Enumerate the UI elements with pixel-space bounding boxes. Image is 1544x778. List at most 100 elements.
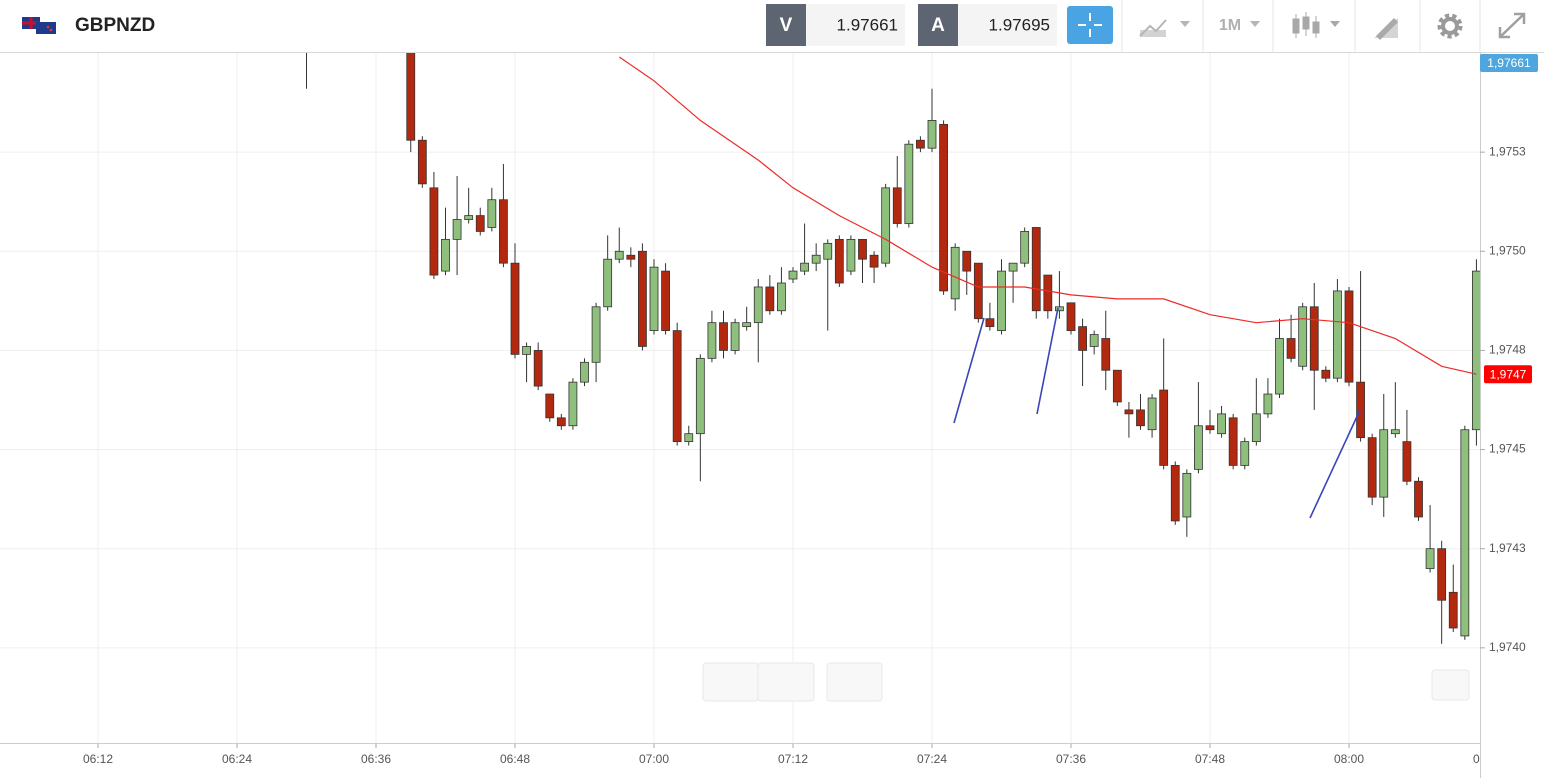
price-axis-panel <box>1480 53 1544 778</box>
candle-body <box>1089 334 1099 347</box>
x-tick-label: 06:24 <box>222 752 252 766</box>
candle-body <box>406 53 416 141</box>
price-tag-label: 1,97661 <box>1487 56 1531 70</box>
trend-line <box>1036 307 1059 415</box>
candle-body <box>591 306 601 363</box>
candle-body <box>788 270 798 280</box>
timeframe[interactable]: 1M <box>1219 17 1241 34</box>
candle-body <box>834 238 844 284</box>
candle-body <box>1286 338 1296 359</box>
candle-body <box>1472 270 1480 431</box>
price-tag <box>1484 365 1532 384</box>
candle-body <box>1136 409 1145 427</box>
x-tick-label: 07:24 <box>917 752 947 766</box>
candle-body <box>811 254 821 264</box>
candle-body <box>603 258 613 308</box>
candle-body <box>1460 429 1470 637</box>
bid-label: V <box>780 15 793 36</box>
nav-button[interactable] <box>826 662 883 702</box>
candle-body <box>417 139 427 185</box>
candle-body <box>1367 437 1377 498</box>
candle-body <box>1251 413 1261 443</box>
candle-body <box>753 286 763 324</box>
candle-body <box>1066 302 1076 331</box>
candle-body <box>1101 338 1111 371</box>
candle-body <box>429 187 439 276</box>
x-tick-label: 08:00 <box>1334 752 1364 766</box>
trend-line <box>953 317 985 424</box>
nav-button[interactable] <box>1431 669 1470 701</box>
candle-body <box>997 270 1006 331</box>
candle-body <box>1182 472 1192 518</box>
candle-body <box>614 250 624 260</box>
price-tag <box>1480 54 1538 72</box>
candle-body <box>1425 548 1435 569</box>
candle-body <box>927 120 937 149</box>
nav-buttons <box>702 662 1470 702</box>
candle-style-button[interactable] <box>1292 12 1340 38</box>
candle-body <box>1020 231 1030 264</box>
candle-body <box>487 199 497 228</box>
candle-body <box>800 262 809 272</box>
candle-body <box>1194 425 1203 470</box>
candle-body <box>638 250 647 347</box>
candle-body <box>695 357 705 435</box>
draw-tool-button[interactable] <box>1374 18 1398 40</box>
candle-body <box>1333 290 1342 379</box>
candle-body <box>1309 306 1319 371</box>
candle-body <box>777 282 786 312</box>
nav-button[interactable] <box>757 662 815 702</box>
crosshair-button[interactable] <box>1067 6 1113 44</box>
candle-body <box>464 215 474 220</box>
candle-body <box>1112 369 1122 403</box>
bid-price: 1.97661 <box>837 15 898 34</box>
candle-body <box>962 250 972 272</box>
candle-body <box>707 322 717 359</box>
fullscreen-button[interactable] <box>1498 12 1526 39</box>
candle-body <box>1159 389 1169 466</box>
candle-body <box>1217 413 1226 435</box>
candle-body <box>939 123 948 292</box>
candle-body <box>568 381 578 427</box>
moving-average <box>618 56 1477 375</box>
candle-body <box>881 187 891 264</box>
ask-button[interactable] <box>918 4 958 46</box>
candle-body <box>661 270 670 331</box>
y-tick-label: 1,9743 <box>1489 541 1526 555</box>
x-tick-label: 07:48 <box>1195 752 1225 766</box>
candle-body <box>580 361 589 383</box>
candle-body <box>1124 409 1134 415</box>
candle-body <box>904 143 914 224</box>
x-tick-label: 06:12 <box>83 752 113 766</box>
ask-box <box>958 4 1057 46</box>
candle-body <box>452 219 462 240</box>
candle-body <box>556 417 566 427</box>
candle-body <box>1263 393 1273 415</box>
candle-body <box>1205 425 1215 431</box>
candle-body <box>1008 262 1018 272</box>
candle-body <box>719 322 728 351</box>
candle-body <box>1078 326 1087 351</box>
nav-button[interactable] <box>702 662 759 702</box>
candle-body <box>672 330 682 443</box>
candle-body <box>475 215 485 232</box>
y-tick-label: 1,9753 <box>1489 144 1526 158</box>
candle-body <box>1228 417 1238 466</box>
candle-body <box>1240 441 1250 466</box>
price-tag-label: 1,9747 <box>1490 367 1527 381</box>
bid-button[interactable] <box>766 4 806 46</box>
candle-body <box>1344 290 1354 383</box>
settings-button[interactable] <box>1437 13 1463 39</box>
trend-line <box>1309 409 1361 519</box>
candle-body <box>985 318 995 328</box>
trend-lines <box>953 307 1361 519</box>
candle-body <box>973 262 983 320</box>
candle-body <box>730 322 740 351</box>
candle-body <box>950 246 960 300</box>
x-tick-label: 07:00 <box>639 752 669 766</box>
x-tick-label: 06:36 <box>361 752 391 766</box>
x-tick-label: 06:48 <box>500 752 530 766</box>
candle-body <box>1448 591 1458 629</box>
chart-type-button[interactable] <box>1139 19 1190 37</box>
